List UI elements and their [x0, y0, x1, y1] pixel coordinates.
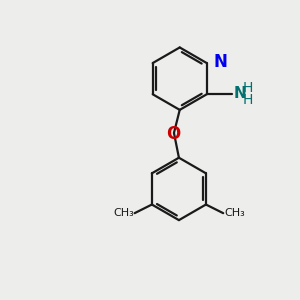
Text: CH₃: CH₃ [224, 208, 245, 218]
Text: CH₃: CH₃ [113, 208, 134, 218]
Text: N: N [213, 53, 227, 71]
Text: H: H [242, 81, 253, 95]
Text: O: O [166, 125, 180, 143]
Text: N: N [233, 86, 246, 101]
Text: H: H [242, 93, 253, 106]
